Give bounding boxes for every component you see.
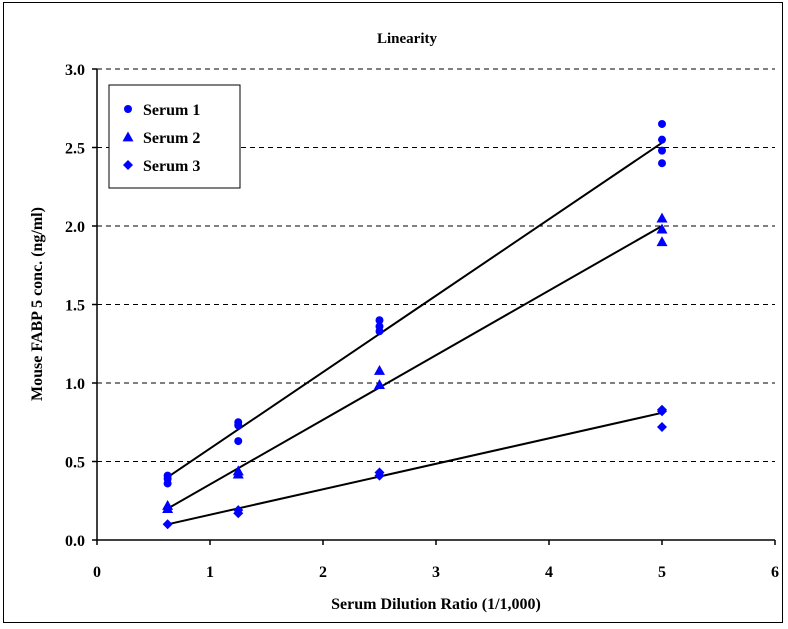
x-axis-label: Serum Dilution Ratio (1/1,000) xyxy=(331,596,541,613)
chart: Linearity 0.0 0.5 1.0 1.5 2.0 2.5 3.0 0 1 2 3 4 5 6 S… xyxy=(29,31,779,613)
point-serum-3 xyxy=(374,470,385,481)
x-tick-label: 2 xyxy=(319,564,327,581)
point-serum-1 xyxy=(375,327,384,336)
point-serum-1 xyxy=(658,119,666,128)
legend-label-serum-2: Serum 2 xyxy=(143,130,200,147)
point-serum-2 xyxy=(656,212,668,223)
x-tick-label: 3 xyxy=(432,564,440,581)
chart-title: Linearity xyxy=(377,31,437,47)
legend-label-serum-1: Serum 1 xyxy=(143,102,200,119)
point-serum-3 xyxy=(657,421,667,432)
trendline-serum-3 xyxy=(167,411,663,526)
x-tick-label: 4 xyxy=(545,564,553,581)
y-tick-label: 2.5 xyxy=(65,141,85,158)
point-serum-1 xyxy=(163,479,172,488)
y-tick-label: 2.0 xyxy=(65,219,85,236)
legend-box xyxy=(108,84,241,189)
point-serum-1 xyxy=(658,135,666,144)
point-serum-2 xyxy=(374,379,385,389)
y-tick-label: 0.0 xyxy=(65,533,85,550)
point-serum-3 xyxy=(657,406,667,417)
point-serum-2 xyxy=(162,503,174,513)
x-tick-label: 1 xyxy=(206,564,214,581)
y-tick-label: 1.5 xyxy=(65,298,85,315)
x-tick-label: 6 xyxy=(771,564,779,581)
y-tick-label: 1.0 xyxy=(65,376,85,393)
point-serum-1 xyxy=(234,437,243,446)
ticks: 0.0 0.5 1.0 1.5 2.0 2.5 3.0 0 1 2 3 4 5 6 xyxy=(65,62,779,581)
trendline-serum-2 xyxy=(167,225,663,510)
trendline-serum-1 xyxy=(167,141,663,479)
point-serum-1 xyxy=(234,421,243,430)
x-tick-label: 5 xyxy=(658,564,666,581)
point-serum-2 xyxy=(656,223,668,234)
legend-label-serum-3: Serum 3 xyxy=(143,158,200,175)
legend-marker-serum-1 xyxy=(124,105,132,113)
legend-marker-serum-2 xyxy=(122,131,134,142)
y-tick-label: 0.5 xyxy=(65,455,85,472)
point-serum-2 xyxy=(374,364,385,375)
point-serum-1 xyxy=(658,146,666,155)
data-points xyxy=(162,119,668,530)
legend: Serum 1 Serum 2 Serum 3 xyxy=(108,84,241,189)
chart-frame: Linearity 0.0 0.5 1.0 1.5 2.0 2.5 3.0 0 1 2 3 4 5 6 S… xyxy=(3,2,783,623)
y-tick-label: 3.0 xyxy=(65,62,85,79)
y-axis-label: Mouse FABP 5 conc. (ng/ml) xyxy=(29,207,46,401)
legend-marker-serum-3 xyxy=(123,160,133,170)
point-serum-1 xyxy=(375,316,384,325)
x-tick-label: 0 xyxy=(93,564,101,581)
point-serum-3 xyxy=(233,508,244,519)
point-serum-2 xyxy=(656,236,668,247)
trend-lines xyxy=(167,141,663,526)
point-serum-3 xyxy=(162,519,173,530)
point-serum-2 xyxy=(232,468,244,479)
point-serum-1 xyxy=(658,159,666,168)
